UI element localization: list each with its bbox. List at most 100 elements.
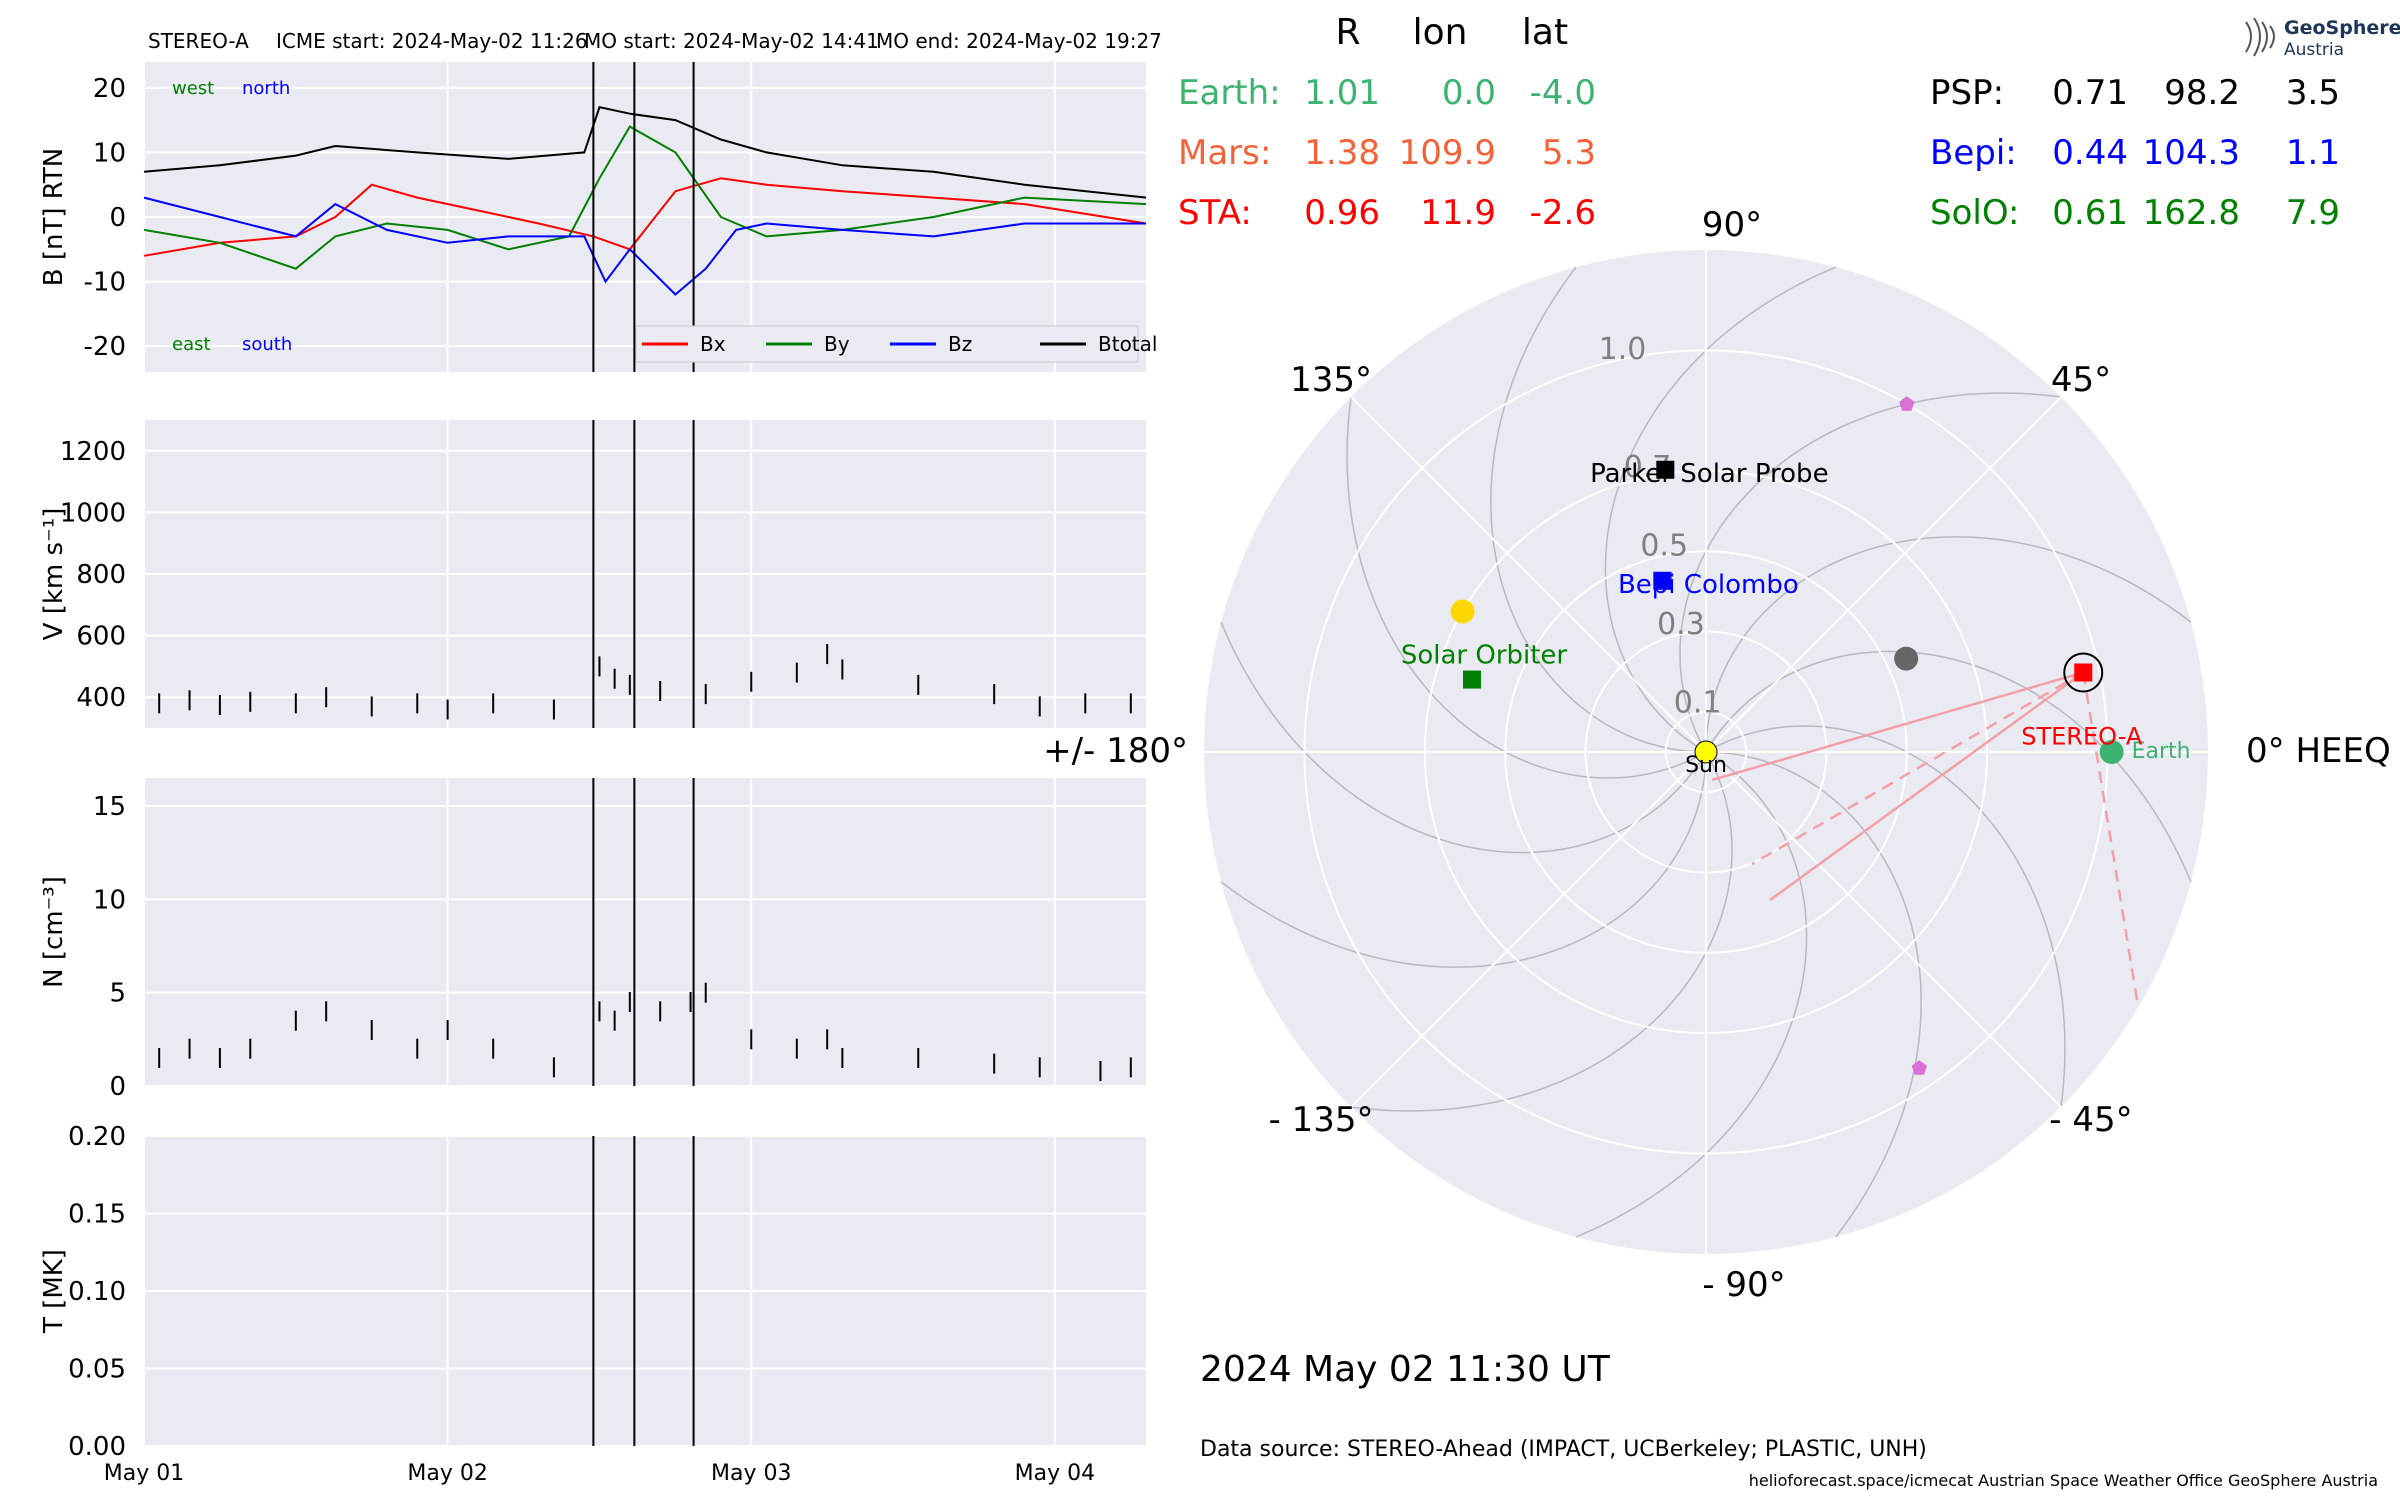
table-row-lat: -4.0 <box>1530 73 1596 113</box>
spiral-line <box>1705 536 2192 753</box>
sta-sun-line <box>1711 671 2084 782</box>
position-table: Earth: 1.01 0.0 -4.0 Mars: 1.38 109.9 5.3 STA: 0.… <box>1178 73 2340 233</box>
table-row-r: 1.01 <box>1304 73 1380 113</box>
body-marker <box>1899 396 1915 411</box>
table-row-lon: 109.9 <box>1399 133 1496 173</box>
body-label: Solar Orbiter <box>1401 641 1568 671</box>
mo-start-label: MO start: 2024-May-02 14:41 <box>584 29 879 53</box>
y-tick-label: 10 <box>93 885 126 915</box>
panel-magnetic-field: -20 -10 0 10 20 B [nT] RTN west north east south B… <box>39 62 1157 372</box>
angle-label: 0° HEEQ <box>2246 731 2391 771</box>
target-ring <box>2063 652 2104 693</box>
body-solar-orbiter: Solar Orbiter <box>1401 641 1568 689</box>
y-tick-label: -10 <box>84 268 126 298</box>
body-marker <box>1694 740 1718 764</box>
radial-tick-label: 0.5 <box>1640 529 1688 564</box>
body-label: Parker Solar Probe <box>1590 459 1828 489</box>
y-tick-label: 1000 <box>60 498 126 528</box>
series-line-by <box>143 125 1147 270</box>
series-line-bz <box>143 196 1146 296</box>
time-series-panels: -20 -10 0 10 20 B [nT] RTN west north east south B… <box>39 62 1157 1486</box>
legend: Bx By Bz Btotal <box>635 325 1157 363</box>
footer-source: Data source: STEREO-Ahead (IMPACT, UCBer… <box>1200 1437 1927 1462</box>
body-label: Sun <box>1685 753 1727 778</box>
y-axis-label: N [cm⁻³] <box>39 876 69 988</box>
sta-spiral-dashed <box>1751 671 2084 866</box>
footer-datetime: 2024 May 02 11:30 UT <box>1200 1349 1611 1390</box>
x-tick-label: May 01 <box>104 1461 184 1486</box>
y-axis-label: V [km s⁻¹] <box>39 508 69 641</box>
spiral-line <box>1490 266 1707 753</box>
legend-label: Btotal <box>1098 332 1157 356</box>
table-row-r: 1.38 <box>1304 133 1380 173</box>
label-west: west <box>172 78 214 99</box>
label-east: east <box>172 334 211 355</box>
body-label: Earth <box>2132 739 2191 764</box>
sta-field-lines <box>1711 671 2140 1007</box>
y-tick-label: 0.10 <box>68 1277 126 1307</box>
legend-label: Bx <box>700 332 726 356</box>
table-row-lon: 11.9 <box>1420 193 1496 233</box>
footer-credits: helioforecast.space/icmecat Austrian Spa… <box>1749 1471 2378 1490</box>
table-row-name: Earth: <box>1178 73 1281 113</box>
spacecraft-title: STEREO-A <box>148 29 249 53</box>
label-north: north <box>242 78 290 99</box>
panel-speed: 400 600 800 1000 1200 V [km s⁻¹] <box>39 420 1146 728</box>
y-tick-label: -20 <box>84 332 126 362</box>
y-tick-label: 0 <box>109 1072 126 1102</box>
y-tick-label: 800 <box>76 560 126 590</box>
table-row-r: 0.44 <box>2052 133 2128 173</box>
table-row-r: 0.61 <box>2052 193 2128 233</box>
body-marker <box>1894 646 1919 671</box>
spiral-line <box>1346 396 1707 779</box>
x-tick-label: May 04 <box>1015 1461 1095 1486</box>
logo-line2: Austria <box>2284 40 2344 60</box>
icme-start-label: ICME start: 2024-May-02 11:26 <box>276 29 588 53</box>
y-tick-label: 1200 <box>60 437 126 467</box>
angle-label: +/- 180° <box>1043 731 1188 771</box>
table-header-r: R <box>1335 12 1360 53</box>
table-row-lon: 104.3 <box>2143 133 2240 173</box>
y-tick-label: 0.00 <box>68 1432 126 1462</box>
body-marker <box>1911 1060 1927 1075</box>
y-tick-label: 20 <box>93 74 126 104</box>
logo-swirl-icon <box>2245 17 2275 57</box>
spiral-line <box>1220 751 1707 968</box>
angle-label: - 90° <box>1702 1265 1785 1305</box>
table-row-name: SolO: <box>1930 193 2019 233</box>
body-sun: Sun <box>1685 740 1727 778</box>
radial-tick-label: 1.0 <box>1599 332 1647 367</box>
table-row-name: STA: <box>1178 193 1252 233</box>
radial-tick-label: 0.1 <box>1674 686 1722 721</box>
angle-label: 90° <box>1702 205 1762 245</box>
y-tick-label: 0.05 <box>68 1355 126 1385</box>
body-earth: Earth <box>2099 739 2191 764</box>
angle-label: 45° <box>2051 360 2111 400</box>
table-row-lon: 98.2 <box>2164 73 2240 113</box>
y-tick-label: 5 <box>109 979 126 1009</box>
table-row-lat: 7.9 <box>2286 193 2340 233</box>
table-row-r: 0.96 <box>1304 193 1380 233</box>
panel-background <box>144 778 1146 1086</box>
body-marker <box>1656 460 1675 479</box>
y-axis-label: T [MK] <box>39 1249 69 1334</box>
logo-line1: GeoSphere <box>2284 17 2400 39</box>
body-stereo-a: STEREO-A <box>2021 652 2143 751</box>
panel-density: 0 5 10 15 N [cm⁻³] <box>39 778 1146 1102</box>
y-tick-label: 400 <box>76 683 126 713</box>
angle-label: - 45° <box>2049 1100 2132 1140</box>
angle-spoke <box>1350 751 1707 1108</box>
spiral-line <box>1575 751 1808 1238</box>
table-header-lat: lat <box>1522 12 1568 53</box>
body-marker <box>2099 740 2124 764</box>
geosphere-logo: GeoSphere Austria <box>2245 17 2400 60</box>
table-row-lon: 162.8 <box>2143 193 2240 233</box>
radial-tick-label: 0.3 <box>1657 607 1705 642</box>
table-header-lon: lon <box>1413 12 1468 53</box>
y-axis-label: B [nT] RTN <box>39 148 69 287</box>
body-marker <box>1894 646 1919 671</box>
table-row-lat: 5.3 <box>1542 133 1596 173</box>
table-row-lon: 0.0 <box>1442 73 1496 113</box>
